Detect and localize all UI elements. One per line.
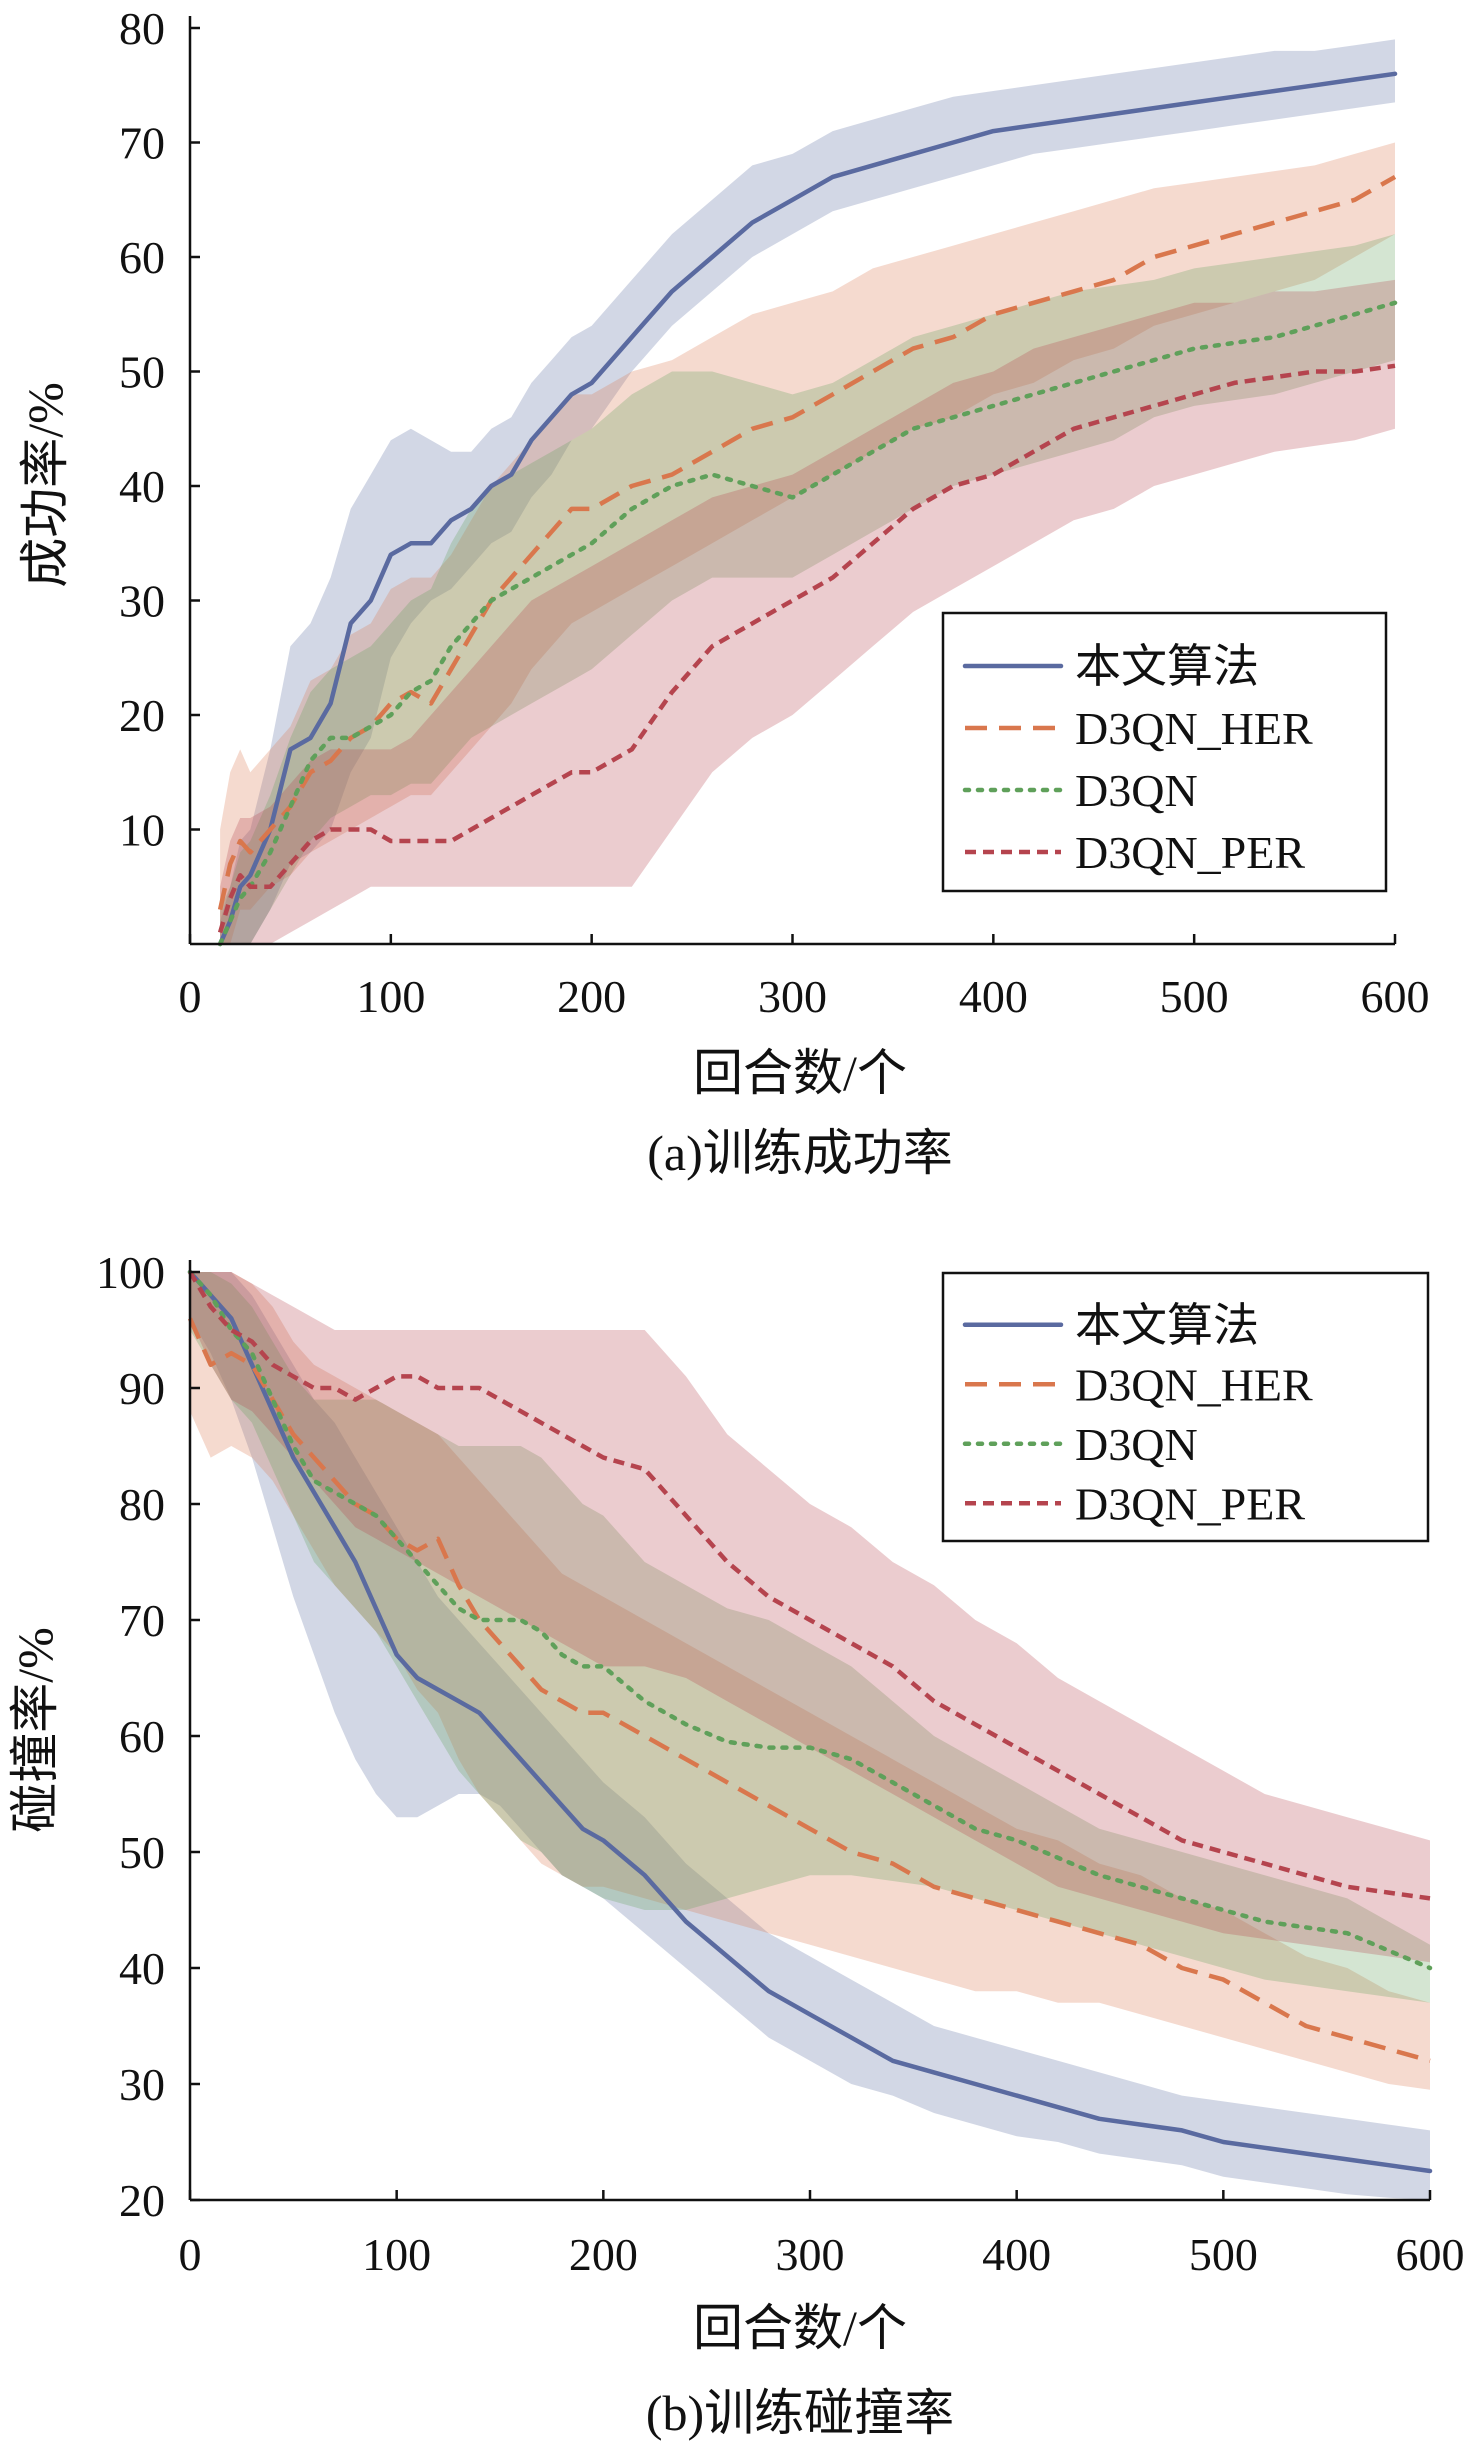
chart-collision-rate: 0 100 200 300 400 500 600 20 30 40 50 60 70 80 90 100 回… — [7, 1247, 1465, 2441]
y-tick-label: 100 — [96, 1247, 165, 1298]
legend-label: 本文算法 — [1075, 641, 1259, 692]
x-tick-label: 200 — [557, 971, 626, 1022]
axes — [188, 16, 1397, 946]
legend-label: D3QN — [1075, 1419, 1198, 1470]
tick-labels: 0 100 200 300 400 500 600 10 20 30 40 50 60 70 80 — [119, 3, 1430, 1022]
y-tick-label: 50 — [119, 1827, 165, 1878]
y-axis-label: 成功率/% — [17, 382, 73, 588]
legend-label: D3QN_PER — [1075, 1478, 1305, 1529]
legend-label: D3QN — [1075, 765, 1198, 816]
series-line-0 — [217, 71, 1398, 947]
x-tick-label: 300 — [758, 971, 827, 1022]
y-tick-label: 90 — [119, 1363, 165, 1414]
x-tick-label: 300 — [776, 2229, 845, 2280]
legend-label: 本文算法 — [1075, 1300, 1259, 1351]
x-tick-label: 100 — [362, 2229, 431, 2280]
legend-box — [941, 611, 1388, 893]
x-axis-label: 回合数/个 — [693, 1045, 907, 1101]
y-axis-label: 碰撞率/% — [7, 1627, 63, 1833]
x-tick-label: 100 — [356, 971, 425, 1022]
legend-box — [941, 1271, 1430, 1543]
y-tick-label: 20 — [119, 2175, 165, 2226]
chart-caption: (b)训练碰撞率 — [646, 2385, 954, 2441]
series-line-3 — [217, 363, 1396, 934]
series-line-1 — [187, 1317, 1431, 2063]
x-tick-label: 500 — [1189, 2229, 1258, 2280]
band-d3qn-per-3 — [190, 1272, 1430, 1963]
band-d3qn-2 — [220, 234, 1396, 945]
band-d3qn-2 — [190, 1272, 1430, 2003]
y-tick-label: 10 — [119, 805, 165, 856]
y-tick-label: 70 — [119, 118, 165, 169]
x-tick-label: 0 — [179, 971, 202, 1022]
band-d3qn-per-3 — [220, 279, 1396, 944]
x-tick-label: 400 — [959, 971, 1028, 1022]
tick-labels: 0 100 200 300 400 500 600 20 30 40 50 60 70 80 90 100 — [96, 1247, 1465, 2280]
legend-label: D3QN_HER — [1075, 1359, 1313, 1410]
x-axis-label: 回合数/个 — [693, 2300, 907, 2356]
series-lines — [187, 1269, 1433, 2174]
y-tick-label: 70 — [119, 1595, 165, 1646]
x-tick-label: 0 — [179, 2229, 202, 2280]
band---0 — [220, 39, 1396, 944]
chart-caption: (a)训练成功率 — [647, 1125, 953, 1181]
legend: 本文算法 D3QN_HER D3QN D3QN_PER — [941, 611, 1388, 893]
x-tick-label: 400 — [982, 2229, 1051, 2280]
x-tick-label: 200 — [569, 2229, 638, 2280]
band-d3qn-her-1 — [220, 142, 1396, 944]
confidence-bands — [220, 39, 1396, 945]
series-line-0 — [187, 1269, 1433, 2174]
y-tick-label: 80 — [119, 1479, 165, 1530]
y-tick-label: 80 — [119, 3, 165, 54]
y-tick-label: 60 — [119, 232, 165, 283]
legend: 本文算法 D3QN_HER D3QN D3QN_PER — [941, 1271, 1430, 1543]
chart-success-rate: 0 100 200 300 400 500 600 10 20 30 40 50 60 70 80 回合数/… — [17, 3, 1430, 1181]
y-tick-label: 20 — [119, 690, 165, 741]
y-tick-label: 60 — [119, 1711, 165, 1762]
y-tick-label: 30 — [119, 576, 165, 627]
x-tick-label: 500 — [1160, 971, 1229, 1022]
series-line-2 — [217, 300, 1398, 947]
x-tick-label: 600 — [1396, 2229, 1465, 2280]
series-line-1 — [217, 174, 1397, 911]
y-tick-label: 40 — [119, 1943, 165, 1994]
y-tick-label: 40 — [119, 461, 165, 512]
legend-label: D3QN_HER — [1075, 703, 1313, 754]
axes — [188, 1260, 1432, 2202]
series-line-3 — [188, 1270, 1431, 1901]
series-lines — [217, 71, 1398, 947]
x-tick-label: 600 — [1361, 971, 1430, 1022]
series-line-2 — [187, 1269, 1433, 1971]
y-tick-label: 30 — [119, 2059, 165, 2110]
y-tick-label: 50 — [119, 347, 165, 398]
legend-label: D3QN_PER — [1075, 827, 1305, 878]
band-d3qn-her-1 — [190, 1272, 1430, 2090]
